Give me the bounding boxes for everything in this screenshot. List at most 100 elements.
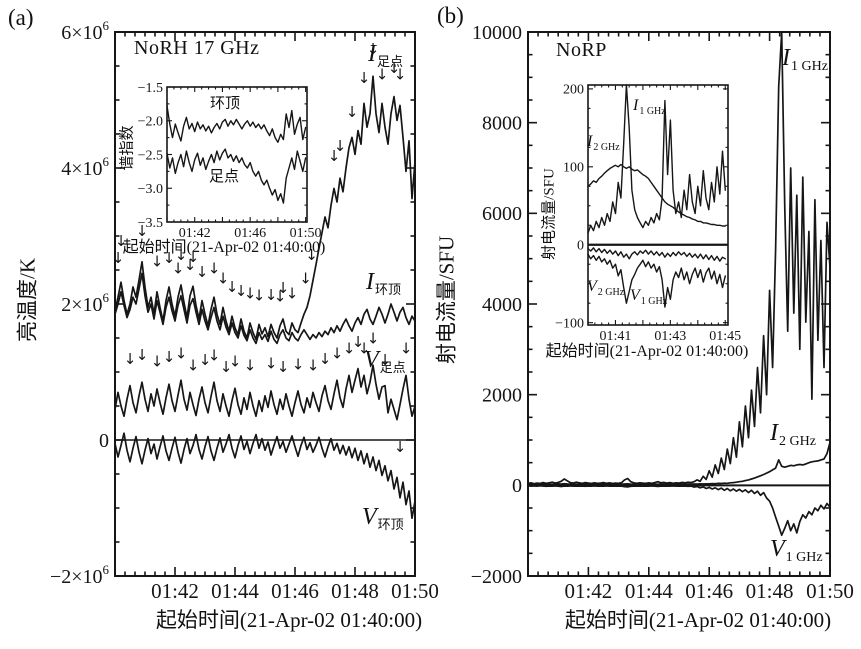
peak-arrow-icon: ↓ bbox=[226, 278, 239, 296]
curve-label-V_fp: V足点 bbox=[364, 347, 406, 375]
panel-b-title: NoRP bbox=[556, 39, 607, 61]
peak-arrow-icon: ↓ bbox=[376, 66, 389, 84]
series-I_lt bbox=[114, 272, 416, 345]
peak-arrow-icon: ↓ bbox=[334, 137, 347, 155]
peak-arrow-icon: ↓ bbox=[175, 344, 188, 362]
x-tick-label: 01:46 bbox=[685, 579, 733, 603]
y-tick-label: −2.5 bbox=[138, 148, 163, 163]
peak-arrow-icon: ↓ bbox=[307, 357, 320, 375]
y-tick-label: −2000 bbox=[471, 566, 522, 588]
peak-arrow-icon: ↓ bbox=[277, 279, 290, 297]
peak-arrow-icon: ↓ bbox=[286, 285, 299, 303]
peak-arrow-icon: ↓ bbox=[229, 353, 242, 371]
y-tick-label: 6×106 bbox=[61, 18, 109, 44]
peak-arrow-icon: ↓ bbox=[400, 340, 413, 358]
inset-b-y-axis-label: 射电流量/SFU bbox=[541, 168, 558, 260]
x-tick-label: 01:48 bbox=[331, 579, 379, 603]
x-tick-label: 01:45 bbox=[709, 329, 741, 344]
curve-label-V_1GHz: V1 GHz bbox=[770, 536, 823, 565]
curve-label-i_V_1GHz: V1 GHz bbox=[630, 287, 668, 307]
x-tick-label: 01:46 bbox=[271, 579, 319, 603]
panel-a_inset-plot: −1.5 −2.0 −2.5 −3.0 −3.5 01:42 01:46 01:50 bbox=[138, 81, 322, 241]
y-tick-label: 0 bbox=[99, 430, 109, 452]
x-tick-label: 01:42 bbox=[564, 579, 612, 603]
peak-arrow-icon: ↓ bbox=[163, 348, 176, 366]
panel-b-y-axis-label: 射电流量/SFU bbox=[434, 235, 459, 365]
series-V_fp bbox=[114, 364, 416, 421]
curve-label-sp_lt: 环顶 bbox=[210, 96, 241, 112]
panel-b_inset-plot: 200 100 0 −100 01:41 01:43 01:45 bbox=[555, 83, 741, 344]
peak-arrow-icon: ↓ bbox=[343, 340, 356, 358]
peak-arrow-icon: ↓ bbox=[136, 222, 149, 240]
peak-arrow-icon: ↓ bbox=[184, 256, 197, 274]
curve-label-i_I_1GHz: I1 GHz bbox=[633, 97, 666, 117]
peak-arrow-icon: ↓ bbox=[208, 259, 221, 277]
peak-arrow-icon: ↓ bbox=[253, 287, 266, 305]
panel-a-plot: 6×106 4×106 2×106 0 −2×106 01:42 01:44 01:46 01:… bbox=[50, 18, 439, 603]
y-tick-label: −2.0 bbox=[138, 115, 163, 130]
inset-a-y-axis-label: 谱指数 bbox=[119, 125, 136, 171]
peak-arrow-icon: ↓ bbox=[274, 287, 287, 305]
y-tick-label: −100 bbox=[555, 316, 584, 331]
x-tick-label: 01:44 bbox=[625, 579, 673, 603]
peak-arrow-icon: ↓ bbox=[305, 246, 318, 264]
peak-arrow-icon: ↓ bbox=[196, 263, 209, 281]
peak-arrow-icon: ↓ bbox=[388, 59, 401, 77]
series-i_I_1GHz bbox=[587, 84, 726, 234]
peak-arrow-icon: ↓ bbox=[187, 248, 200, 266]
y-tick-label: 4000 bbox=[482, 294, 522, 316]
inset-b-x-axis-label: 起始时间(21-Apr-02 01:40:00) bbox=[545, 343, 749, 360]
peak-arrow-icon: ↓ bbox=[328, 147, 341, 165]
peak-arrow-icon: ↓ bbox=[277, 358, 290, 376]
peak-arrow-icon: ↓ bbox=[220, 358, 233, 376]
peak-arrow-icon: ↓ bbox=[115, 232, 128, 250]
curve-label-I_lt: I环顶 bbox=[366, 269, 402, 297]
x-tick-label: 01:43 bbox=[654, 329, 686, 344]
panel-a-title: NoRH 17 GHz bbox=[134, 37, 260, 59]
peak-arrow-icon: ↓ bbox=[235, 282, 248, 300]
peak-arrow-icon: ↓ bbox=[299, 270, 312, 288]
x-tick-label: 01:42 bbox=[179, 226, 211, 241]
peak-arrow-icon: ↓ bbox=[112, 249, 125, 267]
peak-arrow-icon: ↓ bbox=[217, 270, 230, 288]
y-tick-label: 100 bbox=[563, 161, 584, 176]
panel-a-x-axis-label: 起始时间(21-Apr-02 01:40:00) bbox=[155, 608, 423, 632]
curve-label-I_2GHz: I2 GHz bbox=[770, 420, 816, 449]
peak-arrow-icon: ↓ bbox=[394, 66, 407, 84]
peak-arrow-icon: ↓ bbox=[352, 333, 365, 351]
series-i_I_2GHz bbox=[587, 163, 726, 227]
peak-arrow-icon: ↓ bbox=[151, 253, 164, 271]
x-tick-label: 01:50 bbox=[806, 579, 854, 603]
curve-label-i_V_2GHz: V2 GHz bbox=[587, 278, 625, 298]
series-V_lt bbox=[114, 432, 416, 520]
peak-arrow-icon: ↓ bbox=[319, 350, 332, 368]
y-tick-label: 10000 bbox=[472, 22, 522, 44]
series-I_2GHz bbox=[527, 441, 831, 486]
panel-b-frame bbox=[527, 31, 831, 577]
peak-arrow-icon: ↓ bbox=[358, 340, 371, 358]
panel-b-letter: (b) bbox=[437, 3, 464, 28]
series-i_V_1GHz bbox=[587, 253, 726, 308]
y-tick-label: −3.0 bbox=[138, 182, 163, 197]
peak-arrow-icon: ↓ bbox=[265, 355, 278, 373]
x-tick-label: 01:48 bbox=[746, 579, 794, 603]
y-tick-label: 200 bbox=[563, 83, 584, 98]
y-tick-label: 0 bbox=[577, 239, 584, 254]
y-tick-label: −1.5 bbox=[138, 81, 163, 96]
panel-b_inset-frame bbox=[587, 84, 729, 326]
peak-arrow-icon: ↓ bbox=[244, 357, 257, 375]
peak-arrow-icon: ↓ bbox=[244, 285, 257, 303]
peak-arrow-icon: ↓ bbox=[358, 69, 371, 87]
y-tick-label: 2×106 bbox=[61, 290, 109, 316]
series-V_1GHz bbox=[527, 484, 831, 537]
curve-label-V_lt: V环顶 bbox=[362, 504, 404, 532]
curve-label-I_1GHz: I1 GHz bbox=[782, 45, 828, 74]
peak-arrow-icon: ↓ bbox=[367, 40, 380, 58]
y-tick-label: 4×106 bbox=[61, 154, 109, 180]
y-tick-label: 2000 bbox=[482, 384, 522, 406]
panel-a-y-axis-label: 亮温度/K bbox=[15, 258, 40, 342]
curve-label-i_I_2GHz: I2 GHz bbox=[587, 133, 620, 153]
panel-a-letter: (a) bbox=[8, 5, 34, 30]
y-tick-label: −3.5 bbox=[138, 216, 163, 231]
peak-arrow-icon: ↓ bbox=[346, 103, 359, 121]
